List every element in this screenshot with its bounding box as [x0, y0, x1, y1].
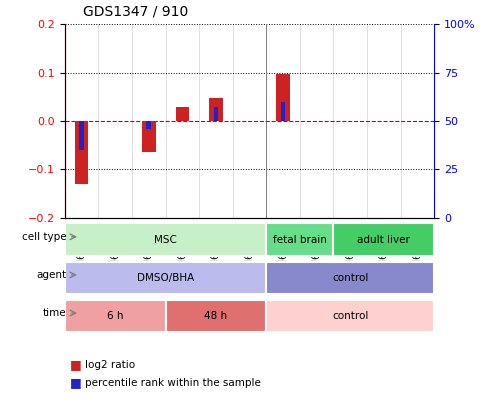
FancyBboxPatch shape [65, 300, 166, 332]
FancyBboxPatch shape [65, 262, 266, 294]
Text: control: control [332, 311, 368, 321]
Bar [209, 98, 223, 121]
Bar [176, 107, 189, 121]
Text: 48 h: 48 h [205, 311, 228, 321]
Bar [79, 121, 84, 150]
Text: adult liver: adult liver [357, 234, 410, 245]
Text: agent: agent [36, 270, 66, 280]
FancyBboxPatch shape [266, 300, 434, 332]
Text: DMSO/BHA: DMSO/BHA [137, 273, 194, 283]
Bar [75, 121, 88, 184]
Text: percentile rank within the sample: percentile rank within the sample [85, 378, 260, 388]
Bar [281, 102, 285, 121]
Text: fetal brain: fetal brain [273, 234, 327, 245]
Text: ■: ■ [70, 358, 82, 371]
Text: ■: ■ [70, 376, 82, 389]
Text: MSC: MSC [154, 234, 177, 245]
Text: time: time [43, 308, 66, 318]
Text: GDS1347 / 910: GDS1347 / 910 [83, 5, 189, 19]
Bar [142, 121, 156, 152]
FancyBboxPatch shape [333, 224, 434, 256]
FancyBboxPatch shape [65, 224, 266, 256]
Text: 6 h: 6 h [107, 311, 123, 321]
Bar [214, 107, 218, 121]
Bar [276, 74, 290, 121]
Bar [146, 121, 151, 129]
Text: log2 ratio: log2 ratio [85, 360, 135, 369]
FancyBboxPatch shape [166, 300, 266, 332]
FancyBboxPatch shape [266, 262, 434, 294]
FancyBboxPatch shape [266, 224, 333, 256]
Text: cell type: cell type [22, 232, 66, 242]
Text: control: control [332, 273, 368, 283]
